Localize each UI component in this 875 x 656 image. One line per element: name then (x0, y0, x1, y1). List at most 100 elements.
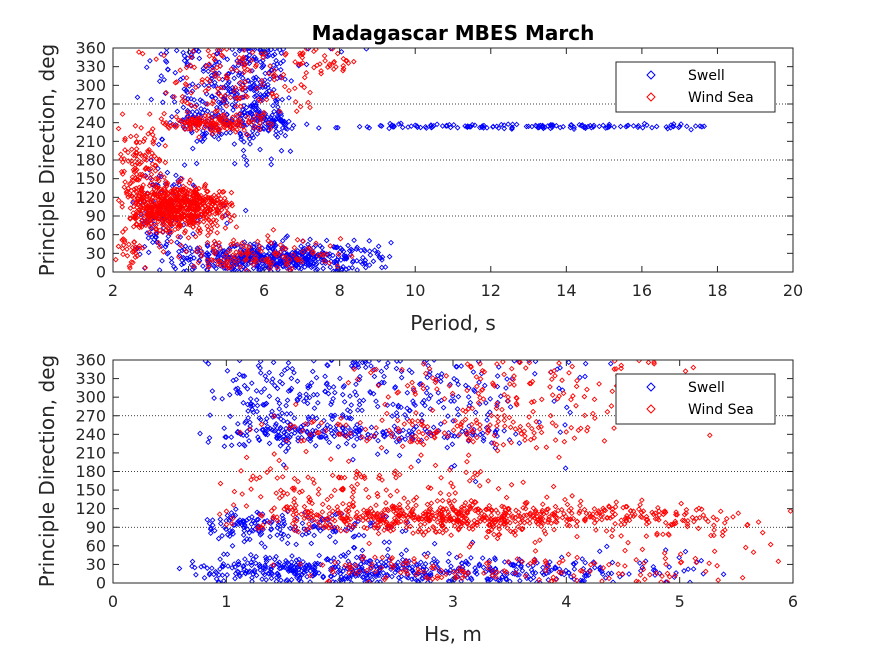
data-point (139, 220, 145, 227)
data-point (350, 58, 357, 65)
data-point (543, 494, 550, 500)
data-point (245, 268, 252, 272)
data-point (258, 93, 265, 100)
data-point (229, 48, 236, 53)
data-point (320, 265, 327, 272)
data-point (232, 51, 238, 58)
data-point (313, 252, 320, 259)
data-point (556, 393, 562, 399)
data-point (385, 360, 391, 366)
data-point (228, 434, 235, 440)
data-point (298, 438, 305, 444)
data-point (124, 252, 131, 259)
data-point (294, 247, 301, 254)
data-point (289, 553, 295, 559)
data-point (357, 373, 363, 380)
data-point (299, 60, 306, 66)
data-point (283, 252, 289, 258)
data-point (144, 230, 150, 236)
data-point (463, 431, 470, 438)
data-point (305, 474, 311, 481)
data-point (243, 454, 250, 461)
data-point (464, 521, 471, 527)
data-point (698, 506, 705, 513)
data-point (678, 500, 685, 507)
data-point (184, 113, 191, 119)
data-point (434, 386, 440, 392)
data-point (439, 123, 446, 129)
data-point (261, 115, 268, 122)
data-point (171, 208, 178, 215)
data-point (139, 207, 145, 214)
data-point (332, 412, 338, 419)
data-point (204, 239, 211, 246)
data-point (272, 427, 279, 434)
data-point (247, 426, 254, 433)
data-point (241, 521, 248, 528)
data-point (299, 520, 306, 527)
data-point (217, 84, 224, 91)
data-point (609, 559, 616, 566)
data-point (358, 473, 365, 480)
data-point (210, 83, 217, 89)
data-point (413, 410, 419, 416)
data-point (199, 138, 206, 145)
data-point (391, 423, 398, 430)
data-point (599, 511, 606, 518)
data-point (284, 365, 291, 372)
data-point (240, 562, 247, 569)
data-point (476, 482, 483, 489)
data-point (139, 245, 146, 251)
data-point (354, 509, 360, 516)
data-point (338, 574, 345, 580)
data-point (454, 511, 460, 517)
data-point (282, 245, 289, 252)
data-point (172, 194, 179, 201)
data-point (292, 401, 299, 408)
data-point (436, 568, 443, 575)
data-point (194, 121, 201, 128)
data-point (294, 256, 300, 263)
data-point (508, 439, 515, 446)
data-point (563, 518, 570, 524)
data-point (603, 543, 610, 550)
data-point (191, 48, 197, 54)
data-point (407, 438, 413, 445)
data-point (393, 427, 400, 433)
data-point (320, 525, 326, 531)
data-point (237, 130, 243, 137)
data-point (345, 549, 352, 556)
data-point (138, 217, 145, 224)
data-point (283, 411, 290, 417)
data-point (503, 385, 509, 391)
data-point (213, 576, 220, 582)
data-point (205, 232, 211, 239)
data-point (132, 215, 138, 221)
data-point (643, 521, 650, 527)
data-point (191, 214, 198, 221)
data-point (548, 567, 555, 574)
data-point (437, 421, 444, 427)
data-point (216, 75, 222, 82)
data-point (163, 241, 170, 248)
data-point (341, 382, 348, 389)
top-y-tick-label: 180 (75, 151, 106, 170)
data-point (213, 113, 219, 119)
data-point (228, 241, 234, 248)
data-point (382, 264, 389, 270)
data-point (387, 492, 394, 499)
data-point (397, 507, 403, 514)
data-point (350, 360, 356, 366)
data-point (363, 559, 370, 566)
data-point (367, 505, 374, 512)
data-point (445, 558, 452, 565)
data-point (165, 250, 172, 256)
data-point (531, 435, 538, 441)
data-point (119, 245, 126, 252)
data-point (247, 103, 254, 109)
data-point (330, 66, 337, 72)
data-point (206, 78, 213, 85)
data-point (277, 242, 284, 248)
